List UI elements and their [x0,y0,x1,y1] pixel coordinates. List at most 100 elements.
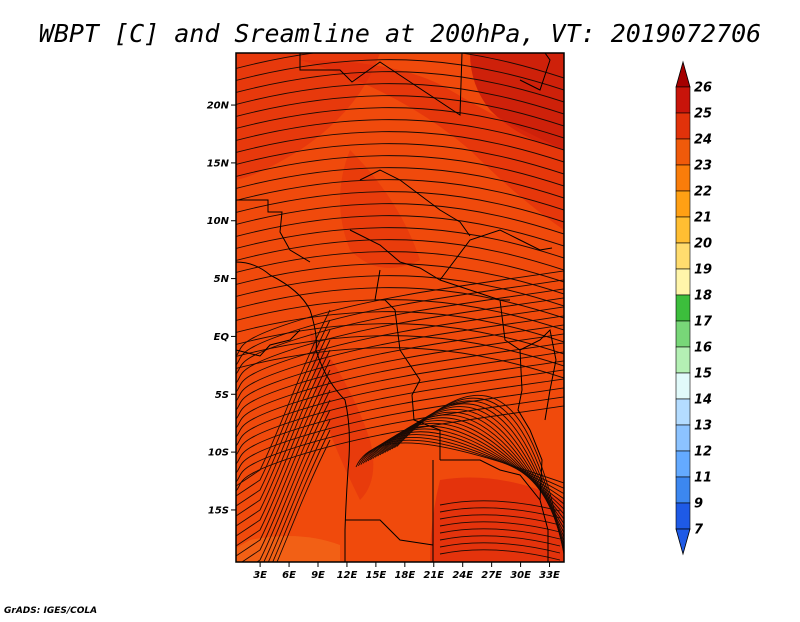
streamline [236,351,564,438]
colorbar-level-label: 26 [694,81,712,96]
border-lake-victoria [519,328,557,421]
colorbar: 26 25 24 23 22 21 20 19 18 17 16 15 14 13 12 11 9 7 [675,60,713,556]
colorbar-swatch [675,502,691,530]
colorbar-level-label: 25 [694,107,712,122]
colorbar-swatch [675,424,691,452]
colorbar-swatch [675,112,691,140]
coastline-west [236,261,350,562]
streamline [439,542,561,554]
streamline [236,203,564,235]
border-gabon [236,329,301,357]
warm-streak-west [310,330,374,500]
lat-tick-label: 5S [215,390,229,401]
streamline [263,409,331,562]
streamline [439,507,561,519]
streamline [256,399,331,562]
colorbar-level-label: 7 [694,523,704,538]
streamline [439,500,561,512]
latitude-axis: 20N 15N 10N 5N EQ 5S 10S 15S [207,101,236,516]
streamline [236,53,564,79]
streamline [439,528,561,540]
lon-tick-label: 3E [253,570,267,581]
streamline [241,389,331,562]
streamline [439,514,561,526]
streamline [236,95,564,127]
colorbar-level-label: 24 [694,133,712,148]
border-congo [374,269,441,460]
colorbar-bottom-arrow [675,528,691,556]
colorbar-swatch [675,216,691,244]
streamline [236,369,564,456]
colorbar-swatch [675,320,691,348]
streamline [236,270,564,357]
streamline [236,287,564,319]
streamline [236,131,564,163]
longitude-axis: 3E 6E 9E 12E 15E 18E 21E 24E 27E 30E 33E [253,562,560,581]
lon-tick-label: 18E [394,570,415,581]
colorbar-swatch [675,242,691,270]
streamline [236,179,564,211]
streamline [236,167,564,199]
colorbar-level-label: 17 [694,315,713,330]
colorbar-level-label: 15 [694,367,712,382]
streamline [236,349,331,527]
streamline [236,360,564,447]
streamline [236,107,564,139]
streamline [236,311,564,343]
lat-tick-label: 10N [207,216,230,227]
lon-tick-label: 30E [510,570,531,581]
temperature-patches [236,53,564,562]
warm-region-se [430,477,564,562]
streamline [236,59,564,91]
colorbar-swatch [675,346,691,374]
streamline [396,394,564,557]
colorbar-swatch [675,86,691,114]
colorbar-swatch [675,398,691,426]
map: 20N 15N 10N 5N EQ 5S 10S 15S 3E 6E 9E 12E 15E 18E 21E… [207,52,565,581]
colorbar-level-label: 16 [694,341,712,356]
colorbar-level-label: 21 [694,211,712,226]
streamline [236,279,564,366]
streamline [236,339,331,517]
lon-tick-label: 9E [311,570,325,581]
grads-credit: GrADS: IGES/COLA [4,606,97,616]
streamline [236,347,564,379]
lon-tick-label: 33E [539,570,560,581]
streamline [236,329,331,507]
streamline [236,215,564,247]
colorbar-level-label: 14 [694,393,712,408]
streamline [236,191,564,223]
border-zambia [440,459,549,562]
lon-tick-label: 15E [366,570,387,581]
warm-region-nw [236,53,380,180]
streamline [236,309,331,487]
lat-tick-label: 5N [214,274,230,285]
lat-tick-label: 15N [207,158,230,169]
streamline [272,429,331,562]
streamline [276,439,331,562]
colorbar-swatch [675,372,691,400]
streamline [236,155,564,187]
map-frame [235,52,565,563]
streamline [439,521,561,533]
lat-tick-label: EQ [214,332,230,343]
colorbar-level-label: 22 [694,185,712,200]
colorbar-swatch [675,268,691,296]
colorbar-level-label: 18 [694,289,712,304]
border-chad-sudan [359,169,471,237]
streamline [236,227,564,259]
colorbar-swatch [675,450,691,478]
colorbar-swatch [675,476,691,504]
streamline [236,342,564,429]
lon-tick-label: 6E [282,570,296,581]
colorbar-swatch [675,190,691,218]
streamline [236,71,564,103]
streamline [236,119,564,151]
streamline [236,297,564,384]
streamline [236,288,564,375]
border-rift [499,299,543,501]
streamline [236,379,331,557]
streamline [236,306,564,393]
